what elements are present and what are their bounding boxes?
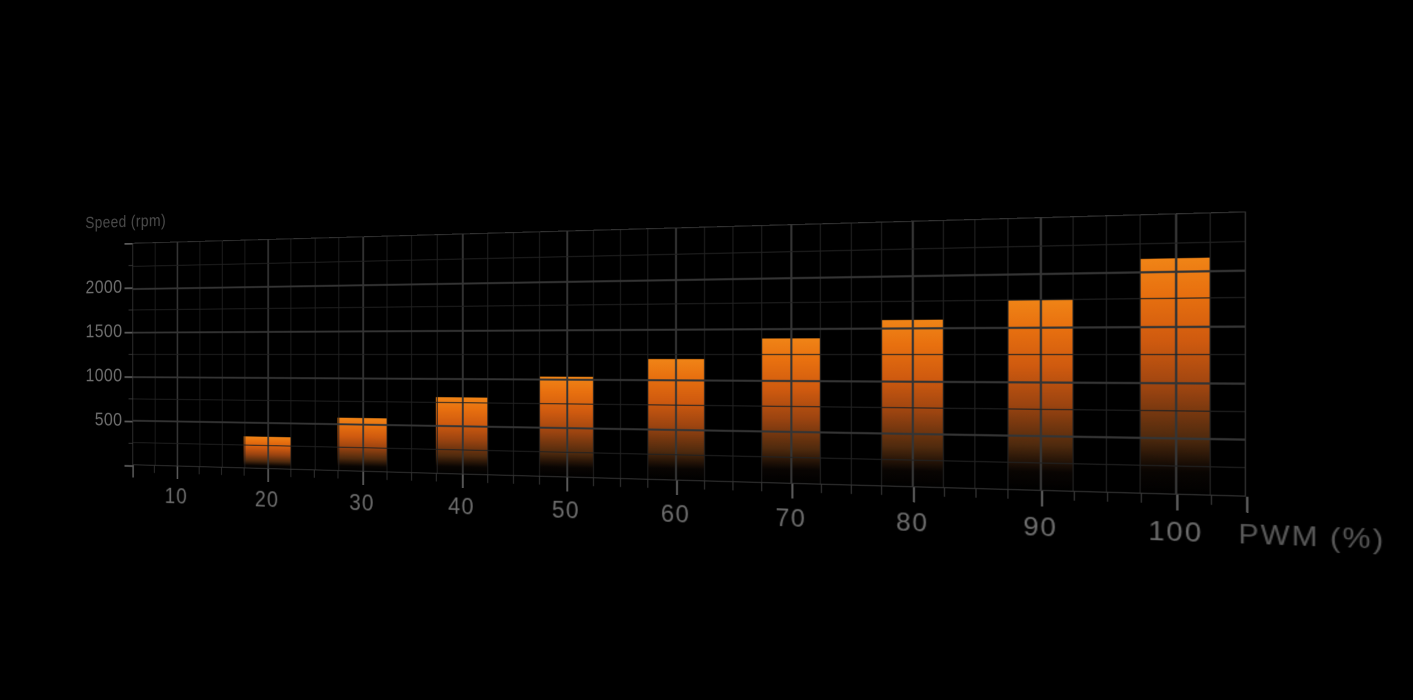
y-tick [125, 421, 133, 423]
x-tick [338, 471, 339, 479]
x-tick [314, 470, 315, 477]
x-tick-label-10: 10 [165, 484, 188, 510]
x-tick [362, 472, 364, 485]
x-tick [386, 472, 387, 480]
x-tick [513, 476, 514, 484]
x-tick [761, 483, 762, 491]
x-tick [944, 488, 945, 497]
x-tick [1176, 495, 1178, 511]
bar-pwm-40 [436, 397, 487, 475]
y-tick-label-500: 500 [95, 409, 123, 431]
y-tick [125, 287, 133, 289]
bar-pwm-100 [1141, 258, 1211, 496]
x-tick [436, 474, 437, 482]
x-tick [912, 487, 914, 502]
x-tick [132, 465, 134, 478]
y-tick [125, 332, 133, 334]
x-tick [487, 475, 488, 483]
x-tick [704, 481, 705, 489]
x-tick [1040, 491, 1042, 506]
x-tick [732, 482, 733, 490]
x-tick [821, 485, 822, 493]
x-tick [267, 469, 269, 482]
bar-pwm-90 [1008, 299, 1074, 492]
x-tick [1107, 493, 1108, 502]
x-tick [411, 473, 412, 481]
chart-plane: Speed (rpm) PWM (%) 10 20 30 40 50 60 70 80 90 10… [132, 211, 1246, 496]
bar-pwm-30 [338, 417, 387, 472]
x-tick [290, 470, 291, 477]
x-tick [648, 480, 649, 488]
x-axis-title: PWM (%) [1238, 519, 1385, 557]
x-tick [593, 478, 594, 486]
bar-pwm-70 [761, 338, 820, 484]
x-tick-label-90: 90 [1023, 512, 1058, 544]
bars-layer [132, 211, 1246, 496]
y-tick [125, 243, 133, 245]
y-tick-label-1500: 1500 [86, 321, 123, 342]
x-tick-label-20: 20 [255, 487, 279, 514]
x-tick-label-50: 50 [552, 497, 580, 526]
x-tick-label-70: 70 [775, 504, 806, 534]
x-tick-label-100: 100 [1148, 516, 1203, 550]
x-tick [1211, 496, 1212, 505]
y-axis-title: Speed (rpm) [85, 211, 166, 232]
x-tick-label-30: 30 [349, 490, 375, 517]
x-tick [176, 466, 178, 479]
x-tick [244, 468, 245, 475]
x-tick [676, 481, 678, 495]
y-tick-label-1000: 1000 [86, 365, 123, 386]
x-tick-label-40: 40 [448, 493, 475, 521]
x-tick [1141, 494, 1142, 503]
x-tick [221, 468, 222, 475]
x-tick [566, 477, 568, 491]
y-tick [125, 465, 133, 467]
x-tick [791, 484, 793, 499]
x-tick [620, 479, 621, 487]
x-tick [199, 467, 200, 474]
bar-pwm-60 [648, 359, 704, 481]
x-tick [539, 477, 540, 485]
x-tick [851, 486, 852, 494]
bar-pwm-50 [539, 376, 592, 478]
x-tick [975, 489, 976, 498]
x-tick [1073, 492, 1074, 501]
x-tick [1246, 497, 1249, 513]
x-tick [154, 466, 155, 473]
x-tick-label-80: 80 [896, 508, 929, 539]
bar-pwm-80 [881, 319, 943, 488]
plot-grid: Speed (rpm) PWM (%) 10 20 30 40 50 60 70 80 90 10… [132, 211, 1246, 496]
x-tick [461, 475, 463, 489]
bar-pwm-20 [244, 436, 290, 469]
x-tick-label-60: 60 [661, 500, 691, 529]
x-tick [881, 486, 882, 495]
fan-speed-chart: Speed (rpm) PWM (%) 10 20 30 40 50 60 70 80 90 10… [0, 0, 1413, 700]
y-tick-label-2000: 2000 [86, 277, 123, 299]
x-tick [1008, 490, 1009, 499]
y-tick [125, 376, 133, 378]
